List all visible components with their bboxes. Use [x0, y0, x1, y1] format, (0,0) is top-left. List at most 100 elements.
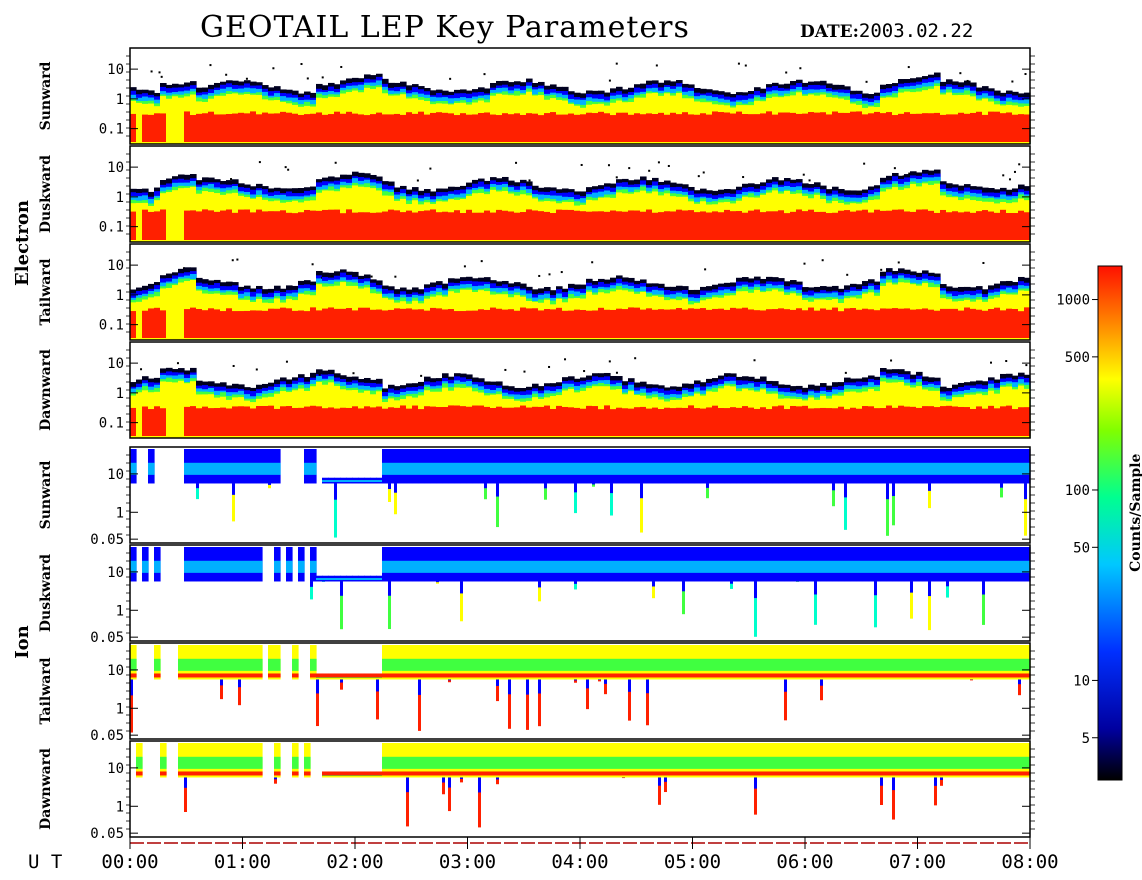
noise-dot [799, 67, 802, 70]
y-tick-label: 10 [107, 565, 124, 581]
noise-dot [1002, 174, 1005, 177]
noise-dot [311, 263, 314, 266]
electron-core-cell [1012, 114, 1019, 142]
electron-core-cell [352, 113, 359, 142]
ion-band-cell [394, 560, 401, 573]
electron-core-cell [232, 406, 239, 436]
ion-band-cell [532, 560, 539, 573]
electron-core-cell [760, 407, 767, 436]
ion-band-cell [484, 673, 491, 678]
electron-core-cell [298, 310, 305, 338]
ion-spike [388, 581, 391, 596]
ion-band-cell [556, 673, 563, 678]
ion-band-cell [556, 462, 563, 475]
ion-band-cell [982, 462, 989, 475]
electron-core-cell [268, 308, 275, 338]
ion-band-cell [256, 673, 263, 678]
ion-band-cell [316, 673, 323, 678]
electron-core-cell [244, 406, 251, 436]
electron-core-cell [754, 310, 761, 338]
ion-band-cell [580, 560, 587, 573]
ion-band-cell [352, 578, 359, 581]
noise-dot [1011, 80, 1014, 83]
ion-band-cell [448, 673, 455, 678]
ion-band-cell [724, 560, 731, 573]
ion-spike [730, 581, 733, 589]
ion-band-cell [376, 480, 383, 483]
electron-core-cell [976, 406, 983, 436]
ion-spike [982, 581, 985, 595]
electron-core-cell [796, 406, 803, 436]
ion-band-cell [196, 462, 203, 475]
electron-core-cell [442, 112, 449, 142]
electron-core-cell [676, 114, 683, 142]
electron-core-cell [898, 405, 905, 436]
electron-core-cell [820, 308, 827, 338]
electron-core-cell [562, 114, 569, 142]
electron-core-cell [586, 112, 593, 142]
electron-core-cell [778, 210, 785, 240]
electron-core-cell [868, 113, 875, 142]
ion-band-cell [694, 658, 701, 671]
ion-band-cell [406, 560, 413, 573]
electron-core-cell [154, 211, 161, 240]
electron-core-cell [958, 310, 965, 338]
electron-band-cell [136, 392, 143, 438]
ion-band-cell [952, 462, 959, 475]
electron-core-cell [544, 113, 551, 142]
ion-band-cell [496, 462, 503, 475]
ion-band-cell [502, 462, 509, 475]
ion-band-cell [838, 658, 845, 671]
electron-core-cell [394, 210, 401, 240]
electron-core-cell [868, 309, 875, 338]
electron-core-cell [532, 113, 539, 142]
noise-dot [608, 79, 611, 82]
ion-band-cell [154, 560, 161, 573]
ion-band-cell [358, 673, 365, 678]
electron-core-cell [886, 210, 893, 240]
electron-core-cell [694, 114, 701, 142]
electron-core-cell [616, 112, 623, 142]
ion-band-cell [550, 673, 557, 678]
ion-spike [538, 581, 541, 588]
electron-core-cell [550, 309, 557, 338]
ion-band-cell [988, 560, 995, 573]
noise-dot [564, 358, 567, 361]
ion-band-cell [256, 658, 263, 671]
ion-band-cell [442, 462, 449, 475]
y-tick-label: 10 [107, 467, 124, 483]
ion-band-cell [664, 658, 671, 671]
ion-band-cell [298, 560, 305, 573]
ion-band-cell [886, 560, 893, 573]
electron-core-cell [466, 209, 473, 240]
electron-core-cell [556, 114, 563, 142]
ion-band-cell [1006, 673, 1013, 678]
electron-core-cell [928, 406, 935, 436]
ion-band-cell [718, 658, 725, 671]
ion-band-cell [604, 462, 611, 475]
electron-core-cell [310, 307, 317, 338]
electron-core-cell [418, 309, 425, 338]
ion-spike [730, 581, 733, 584]
ion-band-cell [544, 462, 551, 475]
ion-band-cell [538, 658, 545, 671]
ion-band-cell [520, 560, 527, 573]
electron-core-cell [688, 114, 695, 142]
electron-core-cell [778, 112, 785, 142]
electron-core-cell [580, 211, 587, 240]
ion-spike [820, 679, 823, 701]
electron-core-cell [616, 211, 623, 240]
ion-band-cell [658, 462, 665, 475]
electron-core-cell [250, 111, 257, 142]
noise-dot [449, 77, 452, 80]
electron-core-cell [646, 113, 653, 142]
noise-dot [702, 171, 705, 174]
electron-core-cell [478, 113, 485, 142]
noise-dot [523, 370, 526, 373]
electron-core-cell [742, 307, 749, 338]
ion-band-cell [1012, 462, 1019, 475]
electron-core-cell [862, 308, 869, 338]
ion-band-cell [760, 673, 767, 678]
ion-band-cell [190, 673, 197, 678]
